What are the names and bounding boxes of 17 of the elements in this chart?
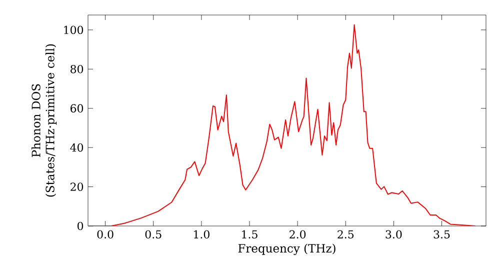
y-tick-label: 0 [78,222,84,230]
y-tick-label: 40 [70,143,84,152]
x-tick-label: 1.0 [194,230,210,239]
x-tick-label: 2.5 [338,230,354,239]
y-tick-label: 80 [70,64,84,74]
x-tick-label: 2.0 [290,230,306,239]
x-tick-label: 1.5 [242,230,258,239]
x-tick-label: 0.5 [145,230,162,239]
x-tick-label: 0.0 [97,230,114,239]
x-tick-label: 3.5 [434,230,450,239]
x-axis-title: Frequency (THz) [238,244,336,255]
y-tick-label: 20 [70,182,84,191]
x-tick-label: 3.0 [386,230,402,239]
y-tick-label: 60 [70,104,84,112]
y-axis-title: Phonon DOS (States/THz·primitive cell) [31,44,57,197]
y-tick-label: 100 [64,26,84,34]
line-series [88,24,476,226]
